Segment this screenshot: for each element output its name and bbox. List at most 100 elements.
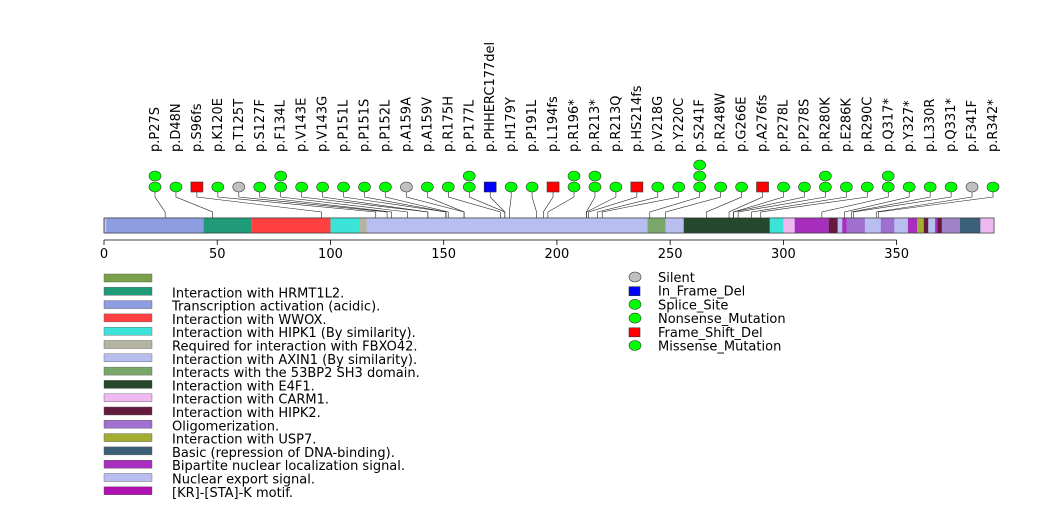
- mutation-marker: [211, 181, 225, 193]
- mutation-stem: [665, 187, 721, 218]
- mutation-label: p.P27S: [148, 107, 163, 152]
- mutation-label: p.R196*: [567, 99, 582, 152]
- protein-domain-segment: [584, 218, 648, 233]
- domain-legend-swatch: [103, 406, 153, 416]
- mutation-label: p.V143E: [295, 98, 310, 152]
- mutation-marker: [588, 170, 602, 182]
- domain-legend-label: Interaction with HIPK2.: [172, 406, 321, 421]
- mutation-type-swatch: [628, 312, 642, 324]
- mutation-stem: [597, 187, 659, 218]
- domain-legend-label: Interaction with AXIN1 (By similarity).: [172, 353, 417, 368]
- mutation-stem: [706, 187, 742, 218]
- protein-domain-segment: [980, 218, 994, 233]
- protein-domain-segment: [794, 218, 829, 233]
- mutation-type-label: Frame_Shift_Del: [658, 326, 763, 341]
- mutation-marker: [609, 181, 623, 193]
- mutation-marker: [798, 181, 811, 193]
- domain-legend-swatch: [103, 460, 153, 469]
- mutation-label: p.S241F: [693, 99, 708, 152]
- mutation-label: p.D48N: [169, 103, 184, 152]
- mutation-label: p.R290C: [860, 97, 875, 152]
- domain-legend-label: Nuclear export signal.: [172, 473, 315, 488]
- axis-tick-label: 0: [100, 247, 108, 262]
- mutation-markers: [148, 159, 1000, 193]
- domain-legend-swatch: [103, 327, 153, 336]
- domain-legend-label: Interaction with WWOX.: [172, 313, 327, 328]
- mutation-marker: [630, 181, 644, 193]
- mutation-label: p.Y327*: [902, 100, 917, 152]
- mutation-label: p.HS214fs: [630, 85, 645, 152]
- mutation-marker: [358, 181, 371, 193]
- mutation-marker: [881, 181, 895, 193]
- mutation-marker: [819, 170, 832, 182]
- mutation-type-swatch: [628, 286, 641, 297]
- mutation-marker: [295, 181, 308, 193]
- mutation-type-label: In_Frame_Del: [658, 285, 745, 300]
- protein-domain-segment: [828, 218, 838, 233]
- mutation-stem: [844, 187, 910, 218]
- axis-tick-label: 350: [884, 247, 909, 262]
- protein-outline: [103, 217, 995, 234]
- mutation-marker: [881, 170, 895, 182]
- mutation-label: p.R213Q: [609, 96, 624, 152]
- mutation-label: p.R280K: [818, 97, 833, 152]
- domain-legend: Interaction with HRMT1L2.Transcription a…: [103, 273, 420, 501]
- mutation-label: p.E286K: [839, 98, 854, 152]
- mutation-marker: [693, 159, 707, 171]
- mutation-label: p.Q317*: [881, 98, 896, 152]
- mutation-label: p.V143G: [316, 96, 331, 152]
- protein-domain-segment: [769, 218, 784, 233]
- domain-legend-swatch: [103, 340, 153, 349]
- mutation-marker: [400, 181, 413, 193]
- mutation-label: p.S96fs: [190, 103, 205, 152]
- domain-legend-swatch: [103, 273, 153, 283]
- mutation-stem: [322, 187, 429, 218]
- protein-domain-segment: [783, 218, 795, 233]
- mutation-label: p.F134L: [274, 99, 289, 152]
- domain-legend-swatch: [103, 446, 153, 456]
- protein-domain-segment: [842, 218, 847, 233]
- mutation-label: p.R248W: [714, 93, 729, 152]
- domain-legend-label: Basic (repression of DNA-binding).: [172, 446, 395, 461]
- domain-legend-label: Interaction with USP7.: [172, 433, 316, 448]
- protein-domain-segment: [917, 218, 924, 233]
- mutation-marker: [462, 170, 476, 182]
- domain-legend-swatch: [103, 380, 153, 389]
- mutation-marker: [672, 181, 686, 193]
- protein-domain-segment: [665, 218, 684, 233]
- mutation-marker: [169, 181, 183, 193]
- domain-legend-label: Interaction with CARM1.: [172, 393, 329, 408]
- domain-legend-label: Oligomerization.: [172, 419, 279, 434]
- mutation-label: p.A159A: [399, 97, 414, 152]
- mutation-marker: [337, 181, 350, 193]
- mutation-label: p.R175H: [441, 96, 456, 152]
- domain-legend-swatch: [103, 420, 153, 429]
- mutation-type-label: Silent: [658, 271, 695, 286]
- mutation-label: p.A159V: [420, 97, 435, 152]
- mutation-type-label: Missense_Mutation: [658, 340, 781, 355]
- protein-domain-segment: [647, 218, 666, 233]
- mutation-marker: [483, 181, 497, 193]
- protein-domain-segment: [106, 218, 204, 233]
- mutation-marker: [756, 181, 769, 193]
- protein-domain-segment: [923, 218, 929, 233]
- mutation-marker: [316, 181, 329, 193]
- mutation-marker: [421, 181, 434, 193]
- protein-domain-segment: [928, 218, 936, 233]
- mutation-marker: [840, 181, 853, 193]
- mutation-label: p.G266E: [735, 97, 750, 153]
- mutation-marker: [986, 181, 1000, 193]
- protein-domain-segment: [907, 218, 918, 233]
- mutation-type-label: Nonsense_Mutation: [658, 312, 786, 327]
- position-axis: 0 50 100 150 200 250 300 350: [100, 239, 909, 262]
- mutation-label: p.P278L: [777, 99, 792, 152]
- domain-legend-label: Interaction with HIPK1 (By similarity).: [172, 326, 416, 341]
- mutation-label: p.V218G: [651, 96, 666, 152]
- mutation-marker: [902, 181, 916, 193]
- protein-domain-segment: [210, 218, 252, 233]
- mutation-marker: [462, 181, 476, 193]
- mutation-label: p.L194fs: [546, 96, 561, 152]
- mutation-marker: [693, 181, 707, 193]
- mutation-label: p.T125T: [232, 99, 247, 152]
- mutation-label: p.P151L: [337, 99, 352, 152]
